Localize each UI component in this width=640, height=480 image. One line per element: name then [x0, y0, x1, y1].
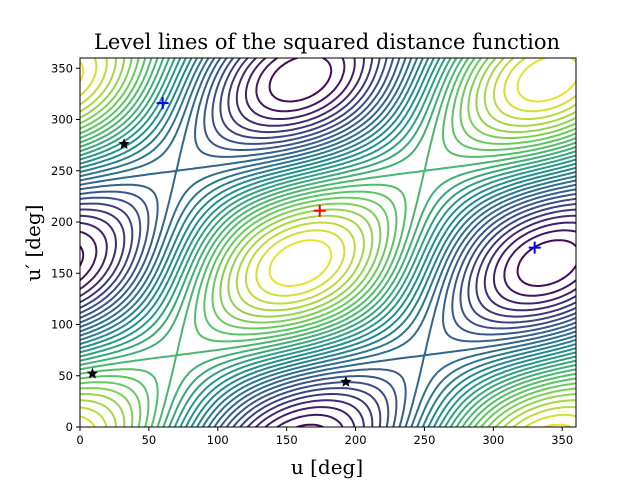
x-tick-label: 50 [142, 433, 157, 447]
x-axis-ticks: 0 50 100 150 200 250 300 350 [76, 427, 573, 447]
y-axis-label: u′ [deg] [21, 205, 45, 282]
x-tick-label: 150 [276, 433, 298, 447]
contour-line [80, 58, 576, 427]
contour-line [80, 58, 576, 427]
contour-line [80, 58, 576, 427]
contour-line [80, 58, 576, 427]
contour-line [80, 58, 576, 427]
contour-line [80, 58, 576, 427]
contour-line [80, 58, 576, 427]
contour-line [80, 58, 576, 427]
y-tick-label: 250 [51, 164, 73, 178]
x-tick-label: 250 [413, 433, 435, 447]
blue-plus-marker [156, 97, 169, 110]
black-star-marker [86, 367, 99, 379]
chart-title: Level lines of the squared distance func… [94, 30, 560, 54]
contour-line [80, 58, 576, 427]
contour-line [80, 58, 576, 427]
contour-line [80, 58, 576, 427]
y-tick-label: 200 [51, 215, 73, 229]
marker-layer [86, 97, 541, 387]
contour-line [80, 58, 576, 427]
contour-line [80, 58, 576, 427]
y-tick-label: 50 [58, 369, 73, 383]
contour-line [80, 58, 576, 427]
contour-line [80, 58, 576, 427]
y-tick-label: 350 [51, 61, 73, 75]
contour-line [80, 58, 576, 427]
blue-plus-marker [528, 241, 541, 254]
x-axis-label: u [deg] [291, 455, 363, 479]
contour-line [80, 58, 576, 427]
y-tick-label: 300 [51, 113, 73, 127]
x-tick-label: 350 [551, 433, 573, 447]
x-tick-label: 0 [76, 433, 83, 447]
black-star-marker [118, 138, 130, 149]
contour-line [80, 58, 576, 427]
contour-line [80, 58, 576, 427]
contour-line [80, 58, 576, 427]
x-tick-label: 200 [345, 433, 367, 447]
contour-line [80, 58, 576, 427]
contour-lines [80, 58, 576, 427]
contour-line [80, 58, 576, 427]
y-tick-label: 0 [66, 420, 73, 434]
contour-line [80, 58, 576, 427]
contour-line [80, 58, 576, 427]
x-tick-label: 100 [207, 433, 229, 447]
y-axis-ticks: 0 50 100 150 200 250 300 350 [51, 61, 80, 434]
contour-line [80, 58, 576, 427]
black-star-marker [340, 375, 352, 387]
contour-line [80, 58, 576, 427]
red-plus-marker [313, 204, 326, 217]
contour-line [80, 58, 576, 427]
contour-line [80, 58, 576, 427]
contour-line [80, 58, 576, 427]
plot-frame [79, 57, 577, 428]
y-tick-label: 150 [51, 266, 73, 280]
x-tick-label: 300 [482, 433, 504, 447]
y-tick-label: 100 [51, 318, 73, 332]
